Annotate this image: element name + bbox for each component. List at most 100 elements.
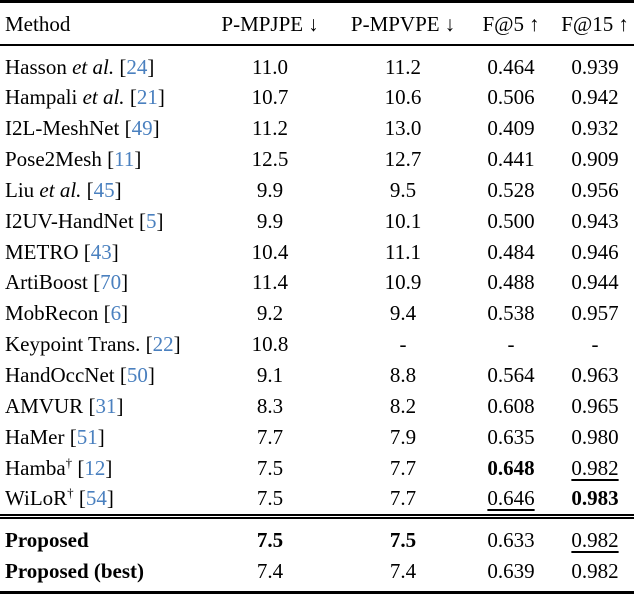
method-name: Liu bbox=[5, 177, 35, 202]
col-header-pmpjpe: P-MPJPE ↓ bbox=[200, 1, 340, 46]
value-cell: 10.7 bbox=[251, 85, 289, 110]
table-row: METRO [43] 10.4 11.1 0.484 0.946 bbox=[0, 236, 634, 267]
citation-bracket-close: ] bbox=[106, 486, 114, 511]
value-cell: 0.538 bbox=[487, 301, 535, 326]
value-cell: 10.1 bbox=[384, 208, 422, 233]
value-cell: 7.5 bbox=[256, 486, 284, 511]
method-name: METRO bbox=[5, 239, 79, 264]
method-cell: MobRecon [6] bbox=[0, 298, 200, 329]
metric-label: P-MPJPE bbox=[221, 12, 304, 36]
value-cell: - bbox=[591, 332, 599, 357]
value-cell: 0.484 bbox=[487, 239, 535, 264]
citation-link[interactable]: 70 bbox=[100, 270, 122, 295]
method-name: Pose2Mesh bbox=[5, 147, 102, 172]
citation-link[interactable]: 49 bbox=[131, 116, 153, 141]
citation-link[interactable]: 5 bbox=[145, 208, 157, 233]
value-cell: 0.528 bbox=[487, 177, 535, 202]
method-cell: Keypoint Trans. [22] bbox=[0, 329, 200, 360]
method-cell: I2UV-HandNet [5] bbox=[0, 205, 200, 236]
table-row: Liu et al. [45] 9.9 9.5 0.528 0.956 bbox=[0, 175, 634, 206]
value-cell: 7.7 bbox=[256, 424, 284, 449]
up-arrow-icon: ↑ bbox=[618, 12, 629, 36]
value-cell: 9.1 bbox=[256, 363, 284, 388]
citation-link[interactable]: 21 bbox=[136, 85, 158, 110]
value-cell: 0.932 bbox=[571, 116, 619, 141]
value-cell: 11.2 bbox=[252, 116, 288, 141]
citation-link[interactable]: 11 bbox=[114, 147, 135, 172]
value-cell: 7.5 bbox=[256, 455, 284, 480]
col-header-pmpvpe: P-MPVPE ↓ bbox=[340, 1, 466, 46]
method-cell: HandOccNet [50] bbox=[0, 360, 200, 391]
value-cell: 0.633 bbox=[466, 513, 556, 556]
citation-link[interactable]: 54 bbox=[85, 486, 107, 511]
method-name: I2L-MeshNet bbox=[5, 116, 120, 141]
method-cell: Hamba† [12] bbox=[0, 452, 200, 483]
citation-bracket-open: [ bbox=[119, 116, 132, 141]
etal-label: et al. bbox=[66, 54, 115, 79]
value-cell: 7.4 bbox=[256, 559, 284, 584]
value-cell: 0.983 bbox=[571, 486, 619, 511]
citation-bracket-close: ] bbox=[114, 177, 122, 202]
method-name: WiLoR bbox=[5, 486, 68, 511]
value-cell: 11.4 bbox=[252, 270, 288, 295]
citation-bracket-open: [ bbox=[114, 54, 127, 79]
citation-bracket-close: ] bbox=[173, 332, 181, 357]
method-cell: Pose2Mesh [11] bbox=[0, 144, 200, 175]
citation-link[interactable]: 6 bbox=[110, 301, 122, 326]
method-cell: Proposed (best) bbox=[0, 556, 200, 593]
col-header-f5: F@5 ↑ bbox=[466, 1, 556, 46]
up-arrow-icon: ↑ bbox=[529, 12, 540, 36]
citation-bracket-open: [ bbox=[133, 208, 146, 233]
value-cell: 0.946 bbox=[571, 239, 619, 264]
citation-bracket-close: ] bbox=[156, 208, 164, 233]
citation-link[interactable]: 51 bbox=[76, 424, 98, 449]
table-body-proposed: Proposed 7.5 7.5 0.633 0.982 Proposed (best) 7… bbox=[0, 513, 634, 593]
citation-bracket-close: ] bbox=[116, 393, 124, 418]
value-cell: 0.944 bbox=[571, 270, 619, 295]
method-name: Proposed bbox=[5, 528, 89, 553]
table-row: Keypoint Trans. [22] 10.8 - - - bbox=[0, 329, 634, 360]
citation-bracket-close: ] bbox=[147, 363, 155, 388]
value-cell: 0.942 bbox=[571, 85, 619, 110]
method-cell: WiLoR† [54] bbox=[0, 483, 200, 516]
method-name: Hamba bbox=[5, 455, 66, 480]
citation-bracket-open: [ bbox=[98, 301, 111, 326]
table-row: HandOccNet [50] 9.1 8.8 0.564 0.963 bbox=[0, 360, 634, 391]
value-cell: 10.6 bbox=[384, 85, 422, 110]
value-cell: 9.5 bbox=[389, 177, 417, 202]
value-cell: 7.5 bbox=[200, 513, 340, 556]
citation-link[interactable]: 22 bbox=[152, 332, 174, 357]
value-cell: 8.2 bbox=[389, 393, 417, 418]
value-cell: 7.9 bbox=[389, 424, 417, 449]
dagger-icon: † bbox=[65, 454, 73, 470]
citation-bracket-open: [ bbox=[83, 393, 96, 418]
citation-link[interactable]: 24 bbox=[126, 54, 148, 79]
method-name: HaMer bbox=[5, 424, 65, 449]
col-header-method: Method bbox=[0, 1, 200, 46]
method-cell: AMVUR [31] bbox=[0, 390, 200, 421]
citation-bracket-close: ] bbox=[105, 455, 113, 480]
method-cell: Liu et al. [45] bbox=[0, 175, 200, 206]
value-cell: 11.2 bbox=[385, 54, 421, 79]
citation-link[interactable]: 12 bbox=[84, 455, 106, 480]
value-cell: 8.3 bbox=[256, 393, 284, 418]
table-row: Hampali et al. [21] 10.7 10.6 0.506 0.942 bbox=[0, 82, 634, 113]
metric-label: P-MPVPE bbox=[350, 12, 440, 36]
header-row: Method P-MPJPE ↓ P-MPVPE ↓ F@5 ↑ F@15 ↑ bbox=[0, 1, 634, 46]
citation-link[interactable]: 43 bbox=[90, 239, 112, 264]
citation-link[interactable]: 45 bbox=[93, 177, 115, 202]
citation-bracket-close: ] bbox=[147, 54, 155, 79]
value-cell: 12.5 bbox=[251, 147, 289, 172]
value-cell: 0.464 bbox=[487, 54, 535, 79]
value-cell: 0.506 bbox=[487, 85, 535, 110]
dagger-icon: † bbox=[67, 485, 74, 501]
citation-bracket-open: [ bbox=[78, 239, 91, 264]
value-cell: 8.8 bbox=[389, 363, 417, 388]
citation-link[interactable]: 50 bbox=[126, 363, 148, 388]
citation-link[interactable]: 31 bbox=[95, 393, 117, 418]
table-body-methods: Hasson et al. [24] 11.0 11.2 0.464 0.939 Hamp… bbox=[0, 45, 634, 516]
value-cell: 7.4 bbox=[389, 559, 417, 584]
citation-bracket-close: ] bbox=[111, 239, 119, 264]
citation-bracket-close: ] bbox=[157, 85, 165, 110]
table-row: I2L-MeshNet [49] 11.2 13.0 0.409 0.932 bbox=[0, 113, 634, 144]
